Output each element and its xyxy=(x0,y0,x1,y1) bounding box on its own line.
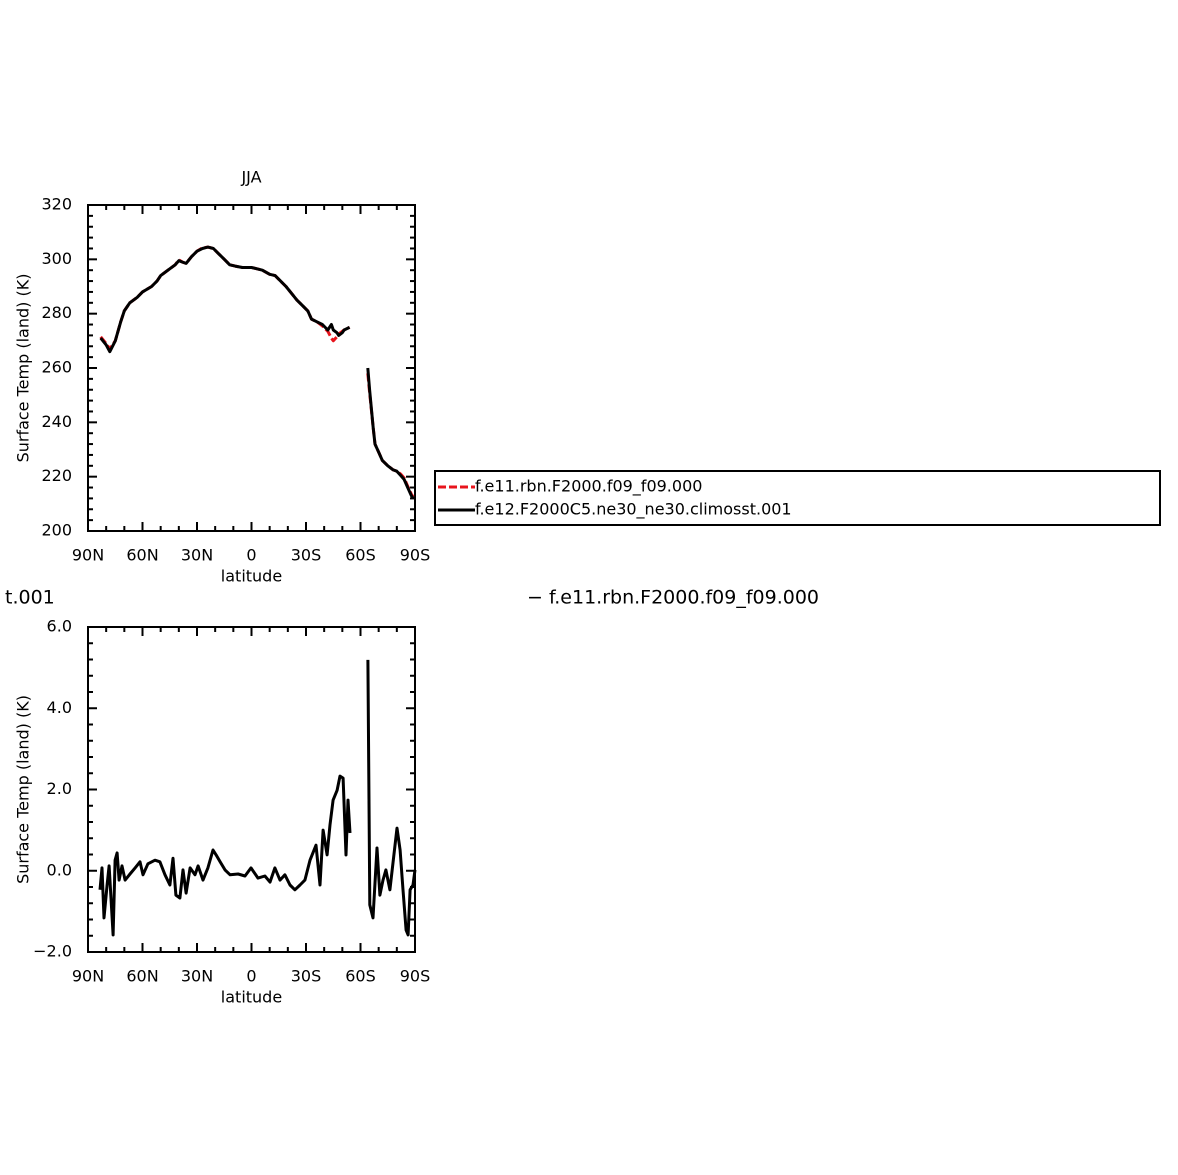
plot-frame xyxy=(87,204,416,532)
y-axis-label: Surface Temp (land) (K) xyxy=(14,695,33,884)
chart-title-left: t.001 xyxy=(5,587,55,609)
x-tick-label: 30N xyxy=(181,546,213,565)
x-tick-label: 30S xyxy=(291,546,322,565)
chart-title-right: − f.e11.rbn.F2000.f09_f09.000 xyxy=(527,587,819,609)
x-tick-label: 60S xyxy=(345,546,376,565)
y-tick-label: 4.0 xyxy=(47,698,72,717)
y-tick-label: 240 xyxy=(41,412,72,431)
y-tick-label: 280 xyxy=(41,303,72,322)
y-tick-label: 220 xyxy=(41,466,72,485)
x-tick-label: 90S xyxy=(400,546,431,565)
y-tick-label: 200 xyxy=(41,521,72,540)
x-axis-label: latitude xyxy=(221,567,282,586)
x-tick-label: 0 xyxy=(246,967,256,986)
y-tick-label: 6.0 xyxy=(47,617,72,636)
x-tick-label: 60N xyxy=(126,967,158,986)
data-line xyxy=(98,659,417,937)
y-tick-label: 300 xyxy=(41,249,72,268)
y-axis-label: Surface Temp (land) (K) xyxy=(14,274,33,463)
y-tick-label: 0.0 xyxy=(47,860,72,879)
x-tick-label: 90N xyxy=(72,546,104,565)
y-tick-label: 2.0 xyxy=(47,779,72,798)
legend-label: f.e11.rbn.F2000.f09_f09.000 xyxy=(475,477,702,497)
x-tick-label: 30S xyxy=(291,967,322,986)
legend-label: f.e12.F2000C5.ne30_ne30.climosst.001 xyxy=(475,500,792,520)
x-axis-label: latitude xyxy=(221,988,282,1007)
x-tick-label: 60S xyxy=(345,967,376,986)
y-tick-label: 320 xyxy=(41,195,72,214)
y-tick-label: 260 xyxy=(41,358,72,377)
x-tick-label: 0 xyxy=(246,546,256,565)
chart-title: JJA xyxy=(240,168,261,187)
x-tick-label: 90N xyxy=(72,967,104,986)
plot-frame xyxy=(87,626,416,953)
x-tick-label: 60N xyxy=(126,546,158,565)
x-tick-label: 90S xyxy=(400,967,431,986)
y-tick-label: −2.0 xyxy=(33,942,72,961)
x-tick-label: 30N xyxy=(181,967,213,986)
data-line xyxy=(99,245,415,500)
data-line xyxy=(99,245,415,498)
legend-box xyxy=(434,470,1161,526)
